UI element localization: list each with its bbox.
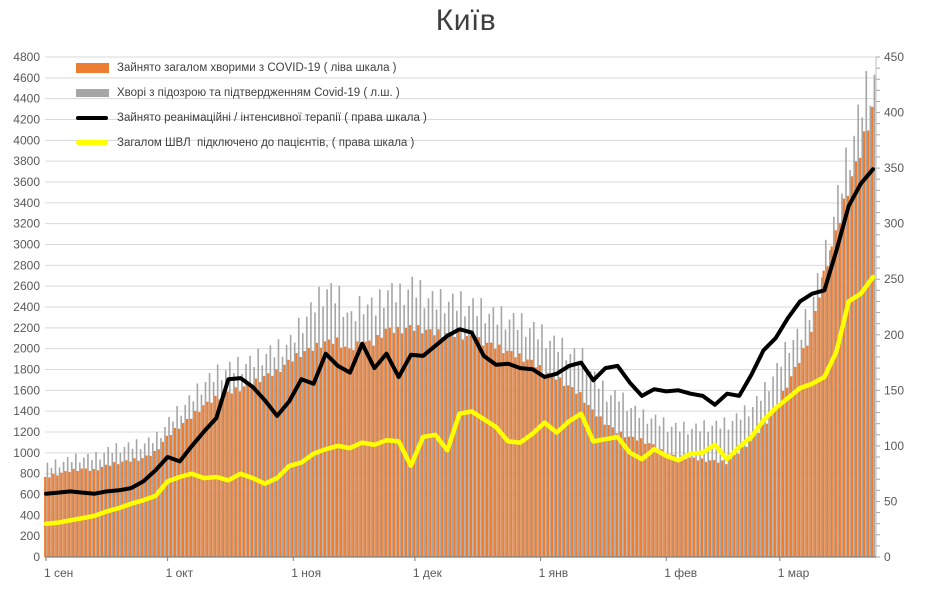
- chart-title: Київ: [435, 4, 497, 37]
- y-left-tick-label: 3200: [13, 217, 40, 231]
- x-tick-label: 1 окт: [166, 566, 194, 580]
- x-tick-label: 1 дек: [413, 566, 443, 580]
- y-left-tick-label: 3800: [13, 154, 40, 168]
- y-right-tick-label: 200: [884, 328, 904, 342]
- y-left-tick-label: 2400: [13, 300, 40, 314]
- y-left-tick-label: 2200: [13, 321, 40, 335]
- y-right-tick-label: 300: [884, 217, 904, 231]
- y-left-tick-label: 3600: [13, 175, 40, 189]
- y-left-tick-label: 2000: [13, 342, 40, 356]
- legend-item: Хворі з підозрою та підтвердженням Covid…: [76, 80, 427, 105]
- bars-occupied-covid: [44, 106, 874, 558]
- y-right-tick-label: 450: [884, 50, 904, 64]
- y-right-tick-label: 100: [884, 439, 904, 453]
- legend-swatch-bar-icon: [76, 88, 114, 97]
- y-right-tick-label: 350: [884, 161, 904, 175]
- y-left-tick-label: 4400: [13, 92, 40, 106]
- x-tick-label: 1 сен: [44, 566, 73, 580]
- bars-suspected-confirmed: [46, 71, 876, 558]
- x-tick-label: 1 фев: [664, 566, 697, 580]
- y-left-tick-label: 1000: [13, 446, 40, 460]
- y-right-tick-label: 400: [884, 106, 904, 120]
- y-left-tick-label: 400: [20, 508, 40, 522]
- y-left-tick-label: 4200: [13, 113, 40, 127]
- y-left-tick-label: 200: [20, 529, 40, 543]
- legend-swatch-line-icon: [76, 140, 114, 145]
- y-left-tick-label: 800: [20, 467, 40, 481]
- legend-swatch-line-icon: [76, 115, 114, 120]
- y-right-tick-label: 0: [884, 550, 891, 564]
- legend-item-label: Хворі з підозрою та підтвердженням Covid…: [117, 86, 400, 99]
- y-right-tick-label: 250: [884, 272, 904, 286]
- legend-item-label: Зайнято загалом хворими з COVID-19 ( лів…: [117, 61, 397, 74]
- line-icu-occupied: [44, 167, 875, 496]
- y-left-tick-label: 4000: [13, 133, 40, 147]
- y-left-tick-label: 3400: [13, 196, 40, 210]
- legend-item: Зайнято загалом хворими з COVID-19 ( лів…: [76, 55, 427, 80]
- y-left-tick-label: 4600: [13, 71, 40, 85]
- legend-swatch-bar-icon: [76, 62, 114, 73]
- legend-item-label: Загалом ШВЛ підключено до пацієнтів, ( п…: [117, 136, 415, 149]
- x-tick-label: 1 мар: [778, 566, 810, 580]
- y-left-tick-label: 1200: [13, 425, 40, 439]
- y-left-tick-label: 1800: [13, 363, 40, 377]
- y-left-tick-label: 2800: [13, 258, 40, 272]
- legend-item: Загалом ШВЛ підключено до пацієнтів, ( п…: [76, 130, 427, 155]
- axis-labels: 0200400600800100012001400160018002000220…: [13, 50, 904, 580]
- line-ventilators: [43, 274, 876, 526]
- y-right-tick-label: 150: [884, 383, 904, 397]
- y-left-tick-label: 1400: [13, 404, 40, 418]
- y-left-tick-label: 600: [20, 488, 40, 502]
- x-tick-label: 1 ноя: [291, 566, 321, 580]
- legend: Зайнято загалом хворими з COVID-19 ( лів…: [76, 55, 427, 155]
- y-left-tick-label: 1600: [13, 383, 40, 397]
- x-tick-label: 1 янв: [539, 566, 569, 580]
- legend-item: Зайнято реанімаційні / інтенсивної терап…: [76, 105, 427, 130]
- y-left-tick-label: 3000: [13, 238, 40, 252]
- legend-item-label: Зайнято реанімаційні / інтенсивної терап…: [117, 111, 427, 124]
- y-left-tick-label: 4800: [13, 50, 40, 64]
- y-left-tick-label: 0: [33, 550, 40, 564]
- axes: [45, 56, 880, 561]
- y-right-tick-label: 50: [884, 494, 898, 508]
- y-left-tick-label: 2600: [13, 279, 40, 293]
